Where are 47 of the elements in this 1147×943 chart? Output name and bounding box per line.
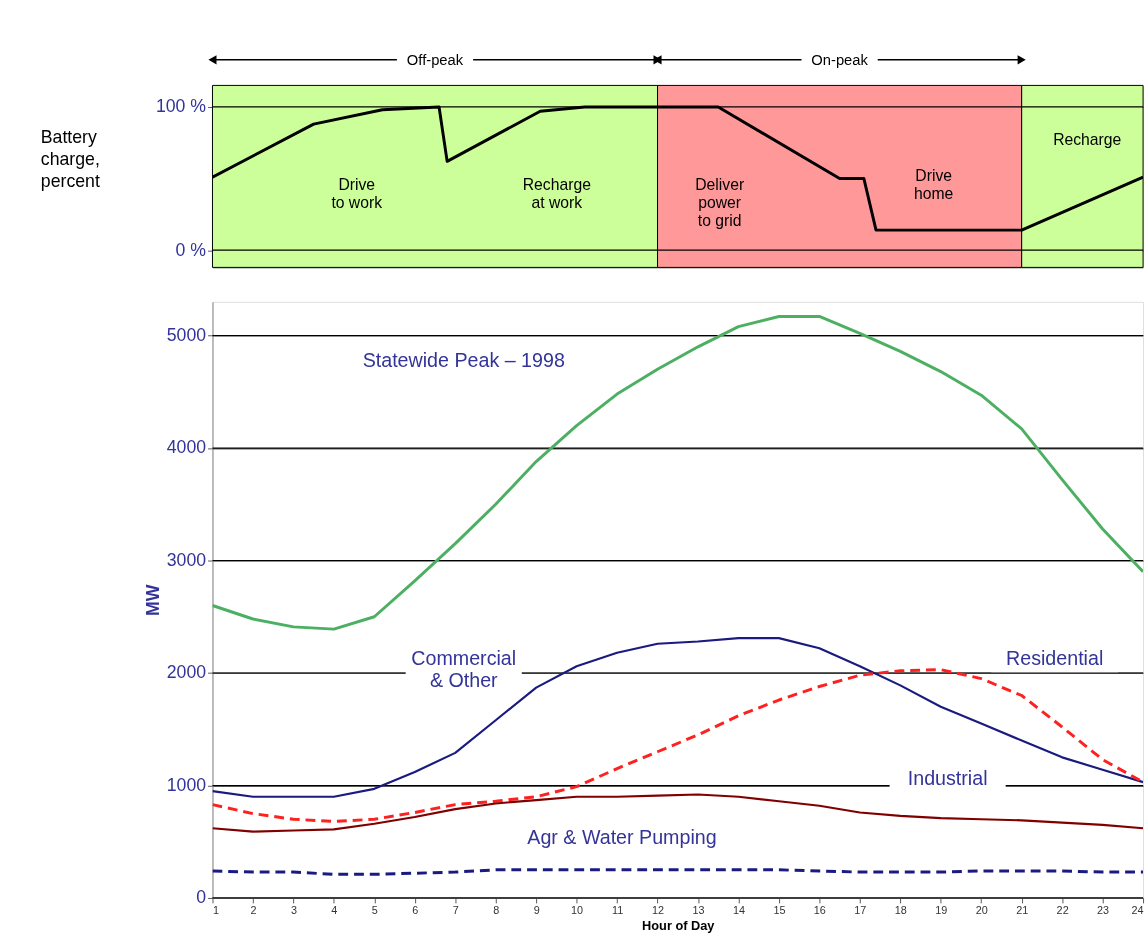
series-label: Industrial xyxy=(907,766,988,789)
y-tick-label: 100 % xyxy=(155,96,207,117)
x-axis-title: Hour of Day xyxy=(642,917,716,933)
x-tick-label: 20 xyxy=(975,904,988,917)
x-tick-label: 11 xyxy=(611,904,624,917)
x-tick-label: 8 xyxy=(493,904,500,917)
x-tick-label: 9 xyxy=(533,904,540,917)
band-label: On-peak xyxy=(811,51,869,68)
series-label: Agr & Water Pumping xyxy=(527,826,717,849)
x-tick-label: 1 xyxy=(212,904,219,917)
x-tick-label: 7 xyxy=(452,904,459,917)
series-label: Commercial & Other xyxy=(411,647,517,692)
x-tick-label: 4 xyxy=(331,904,338,917)
x-tick-label: 23 xyxy=(1097,904,1110,917)
text: Statewide Peak – 1998 xyxy=(362,349,565,372)
annotation: Drive to work xyxy=(331,176,383,212)
x-tick-label: 14 xyxy=(732,904,745,917)
x-tick-label: 17 xyxy=(854,904,867,917)
x-tick-label: 21 xyxy=(1016,904,1029,917)
y-tick-label: 1000 xyxy=(166,774,207,795)
series-label: Residential xyxy=(1006,647,1104,670)
x-tick-label: 12 xyxy=(652,904,665,917)
x-tick-label: 2 xyxy=(250,904,257,917)
annotation: Drive home xyxy=(914,167,954,203)
y-axis-title: MW xyxy=(142,584,163,617)
y-tick-label: 4000 xyxy=(166,437,207,458)
y-tick-label: 0 % xyxy=(175,239,207,260)
x-tick-label: 18 xyxy=(894,904,907,917)
y-axis-title: Battery charge, percent xyxy=(40,127,100,191)
x-tick-label: 10 xyxy=(571,904,584,917)
x-tick-label: 19 xyxy=(935,904,948,917)
x-tick-label: 6 xyxy=(412,904,419,917)
y-tick-label: 5000 xyxy=(166,324,207,345)
x-tick-label: 24 xyxy=(1131,904,1144,917)
y-tick-label: 3000 xyxy=(166,549,207,570)
x-tick-label: 13 xyxy=(692,904,705,917)
x-tick-label: 15 xyxy=(773,904,786,917)
x-tick-label: 16 xyxy=(813,904,826,917)
y-tick-label: 0 xyxy=(196,887,207,908)
x-tick-label: 5 xyxy=(371,904,378,917)
x-tick-label: 3 xyxy=(290,904,297,917)
annotation: Recharge xyxy=(1053,130,1122,148)
annotation: Deliver power to grid xyxy=(695,176,745,229)
y-tick-label: 2000 xyxy=(166,662,207,683)
annotation: Recharge at work xyxy=(522,176,592,212)
x-tick-label: 22 xyxy=(1056,904,1069,917)
band-label: Off-peak xyxy=(406,51,464,68)
